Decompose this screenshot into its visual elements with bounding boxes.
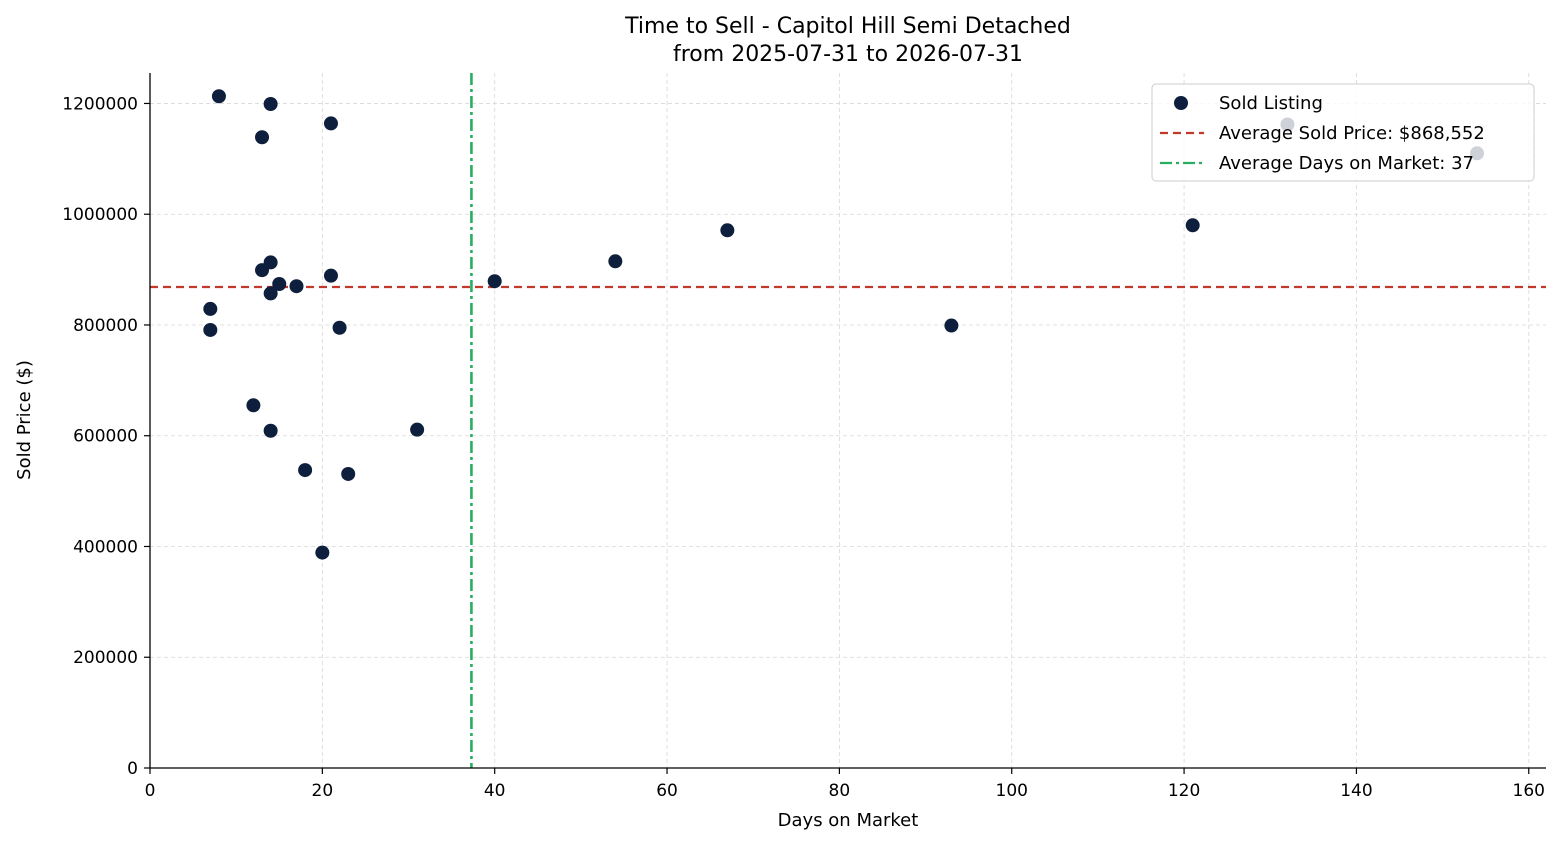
y-tick-label: 1000000 xyxy=(62,205,138,225)
chart-title: Time to Sell - Capitol Hill Semi Detache… xyxy=(624,14,1071,39)
y-tick-label: 200000 xyxy=(73,648,138,668)
y-tick-label: 800000 xyxy=(73,316,138,336)
y-axis-label: Sold Price ($) xyxy=(14,360,35,480)
scatter-point xyxy=(203,301,218,316)
legend-label-avg-price: Average Sold Price: $868,552 xyxy=(1219,123,1485,144)
tick-layer: 0 20 40 60 80 100 120 140 160 0 200000 400000 600000… xyxy=(62,94,1545,801)
x-tick-label: 100 xyxy=(996,781,1028,801)
reference-lines xyxy=(150,73,1546,768)
x-tick-label: 60 xyxy=(656,781,678,801)
scatter-point xyxy=(203,322,218,337)
scatter-point xyxy=(298,463,313,478)
scatter-point xyxy=(255,130,270,145)
legend-label-sold-listing: Sold Listing xyxy=(1219,93,1323,114)
y-tick-label: 0 xyxy=(127,759,138,779)
y-tick-label: 600000 xyxy=(73,427,138,447)
scatter-point xyxy=(263,97,278,112)
legend: Sold Listing Average Sold Price: $868,55… xyxy=(1151,83,1535,182)
scatter-point xyxy=(1185,218,1200,233)
scatter-point xyxy=(263,286,278,301)
legend-box xyxy=(1151,83,1535,182)
grid-layer xyxy=(150,73,1546,768)
scatter-point xyxy=(211,89,226,104)
chart-subtitle: from 2025-07-31 to 2026-07-31 xyxy=(673,42,1023,67)
scatter-point xyxy=(263,423,278,438)
axes xyxy=(149,73,1546,769)
scatter-point xyxy=(289,279,304,294)
x-tick-label: 140 xyxy=(1340,781,1372,801)
x-tick-label: 80 xyxy=(829,781,851,801)
scatter-point xyxy=(410,422,425,437)
scatter-point xyxy=(323,268,338,283)
scatter-point xyxy=(608,254,623,269)
y-tick-label: 400000 xyxy=(73,537,138,557)
x-tick-label: 20 xyxy=(312,781,334,801)
scatter-point xyxy=(315,545,330,560)
scatter-point xyxy=(323,116,338,131)
scatter-point xyxy=(720,223,735,238)
x-tick-label: 40 xyxy=(484,781,506,801)
x-tick-label: 0 xyxy=(145,781,156,801)
scatter-point xyxy=(341,466,356,481)
x-axis-label: Days on Market xyxy=(778,810,919,831)
scatter-point xyxy=(255,263,270,278)
scatter-point xyxy=(272,276,287,291)
scatter-point xyxy=(944,318,959,333)
legend-marker-sold-listing xyxy=(1174,96,1188,110)
legend-label-avg-days: Average Days on Market: 37 xyxy=(1219,153,1474,174)
scatter-point xyxy=(487,274,502,289)
x-tick-label: 120 xyxy=(1168,781,1200,801)
scatter-point xyxy=(246,398,261,413)
x-tick-label: 160 xyxy=(1513,781,1545,801)
y-tick-label: 1200000 xyxy=(62,94,138,114)
scatter-point xyxy=(332,320,347,335)
